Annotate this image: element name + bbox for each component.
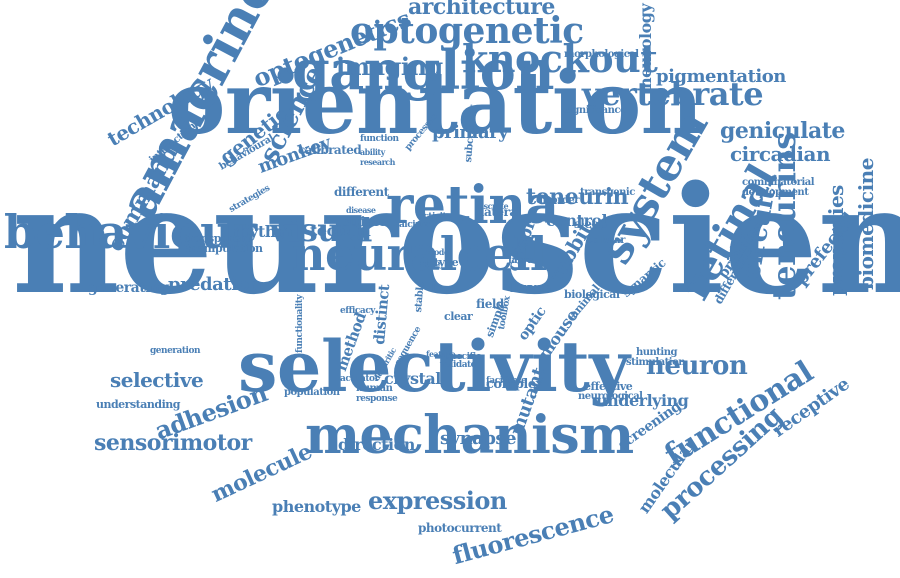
cloud-word-combinatorial: combinatorial <box>742 177 815 188</box>
cloud-word-pigmentation: pigmentation <box>656 65 786 87</box>
cloud-word-teneurin: teneurin <box>526 184 629 211</box>
cloud-word-clear: clear <box>444 310 473 324</box>
cloud-word-photocurrent: photocurrent <box>418 521 502 536</box>
cloud-word-generating: generating <box>88 279 169 296</box>
cloud-word-significance: significance <box>564 105 626 116</box>
cloud-word-research: research <box>360 156 395 167</box>
cloud-word-ability: ability <box>360 146 385 157</box>
cloud-word-larval: larval <box>508 255 537 266</box>
cloud-word-efficacy: efficacy <box>340 305 375 316</box>
cloud-word-rhythm: rhythm <box>230 222 293 242</box>
cloud-word-mechanism: mechanism <box>305 405 634 467</box>
cloud-word-type: type <box>434 256 459 270</box>
cloud-word-discrete: discrete <box>476 200 509 211</box>
cloud-word-disease: disease <box>346 204 376 215</box>
cloud-word-cellular: cellular <box>586 235 625 246</box>
cloud-word-direction: direction <box>338 435 415 455</box>
cloud-word-facilitate: facilitate <box>486 375 527 386</box>
cloud-word-biomedicine: biomedicine <box>854 158 878 290</box>
cloud-word-knockout: knockout <box>462 35 658 81</box>
cloud-word-tectum: tectum <box>310 221 371 241</box>
cloud-word-striate: striate <box>342 214 387 230</box>
cloud-word-primary: primary <box>432 121 509 143</box>
cloud-word-stimulation: stimulation <box>626 357 686 368</box>
cloud-word-neuralcell: neuralcell <box>292 227 547 282</box>
cloud-word-field: field <box>476 297 504 312</box>
cloud-word-morphological: morphological <box>564 49 639 60</box>
cloud-word-lateral: lateral <box>480 205 521 220</box>
cloud-word-predation: predation <box>168 273 262 295</box>
cloud-word-hunting: hunting <box>636 347 678 358</box>
cloud-word-development: development <box>742 187 809 198</box>
cloud-word-biological: biological <box>564 288 620 302</box>
cloud-word-neuron: neuron <box>646 351 748 382</box>
cloud-word-manipulation: manipulation <box>186 242 263 256</box>
cloud-word-behaviour: behaviour <box>4 205 257 260</box>
cloud-word-neurological: neurological <box>578 391 643 402</box>
cloud-word-activity: activity <box>418 211 451 222</box>
cloud-word-calibrated: calibrated <box>298 143 362 158</box>
cloud-word-vertebrate: vertebrate <box>582 75 764 114</box>
cloud-word-functionality: functionality <box>295 294 305 353</box>
cloud-word-line: line <box>432 283 450 294</box>
cloud-word-crystal: crystal <box>384 369 441 389</box>
cloud-word-transparent: transparent <box>184 232 252 246</box>
cloud-word-response: response <box>356 393 398 404</box>
cloud-word-synapse: synapse <box>440 427 517 449</box>
cloud-word-transgenic: transgenic <box>580 187 635 198</box>
cloud-word-population: population <box>284 387 340 398</box>
cloud-word-architecture: architecture <box>408 0 555 21</box>
cloud-word-disorder: disorder <box>536 195 579 206</box>
cloud-word-different: different <box>334 185 389 200</box>
cloud-word-expression: expression <box>368 485 507 515</box>
cloud-word-control: control <box>546 211 608 231</box>
cloud-word-calcium: calcium <box>394 219 431 230</box>
cloud-word-selective: selective <box>110 368 204 392</box>
cloud-word-ganglion: ganglion <box>292 37 555 102</box>
cloud-word-larvae: larvae <box>510 280 552 296</box>
cloud-word-specific: specific <box>446 351 481 362</box>
cloud-word-properties: properties <box>824 185 848 296</box>
cloud-word-phenotype: phenotype <box>272 497 361 517</box>
cloud-word-retina: retina <box>386 175 559 237</box>
cloud-word-sleep: sleep <box>574 217 607 232</box>
cloud-word-model: model <box>426 246 452 257</box>
cloud-word-function: function <box>360 133 399 144</box>
cloud-word-effective: effective <box>584 380 633 394</box>
cloud-word-circadian: circadian <box>730 142 831 166</box>
cloud-word-underlying: underlying <box>596 391 689 411</box>
cloud-word-orientation: orientation <box>168 53 703 155</box>
cloud-word-sensorimotor: sensorimotor <box>94 430 252 457</box>
cloud-word-understanding: understanding <box>96 398 180 412</box>
cloud-word-neuroscience: neuroscience <box>12 152 900 327</box>
cloud-word-selectivity: selectivity <box>238 325 630 408</box>
cloud-word-imaging: imaging <box>336 51 443 81</box>
cloud-word-role: role <box>420 259 441 270</box>
cloud-word-human: human <box>356 383 393 394</box>
cloud-word-neurology: neurology <box>636 3 655 90</box>
cloud-word-feature: feature <box>426 348 456 359</box>
cloud-word-optogenetic: optogenetic <box>350 10 584 53</box>
cloud-word-actuator: actuator <box>340 373 379 384</box>
cloud-word-complex: complex <box>486 376 543 392</box>
cloud-word-generation: generation <box>150 345 200 356</box>
cloud-word-geniculate: geniculate <box>720 118 845 145</box>
cloud-word-validate: validate <box>440 359 476 370</box>
cloud-word-visual: visual <box>270 211 372 250</box>
